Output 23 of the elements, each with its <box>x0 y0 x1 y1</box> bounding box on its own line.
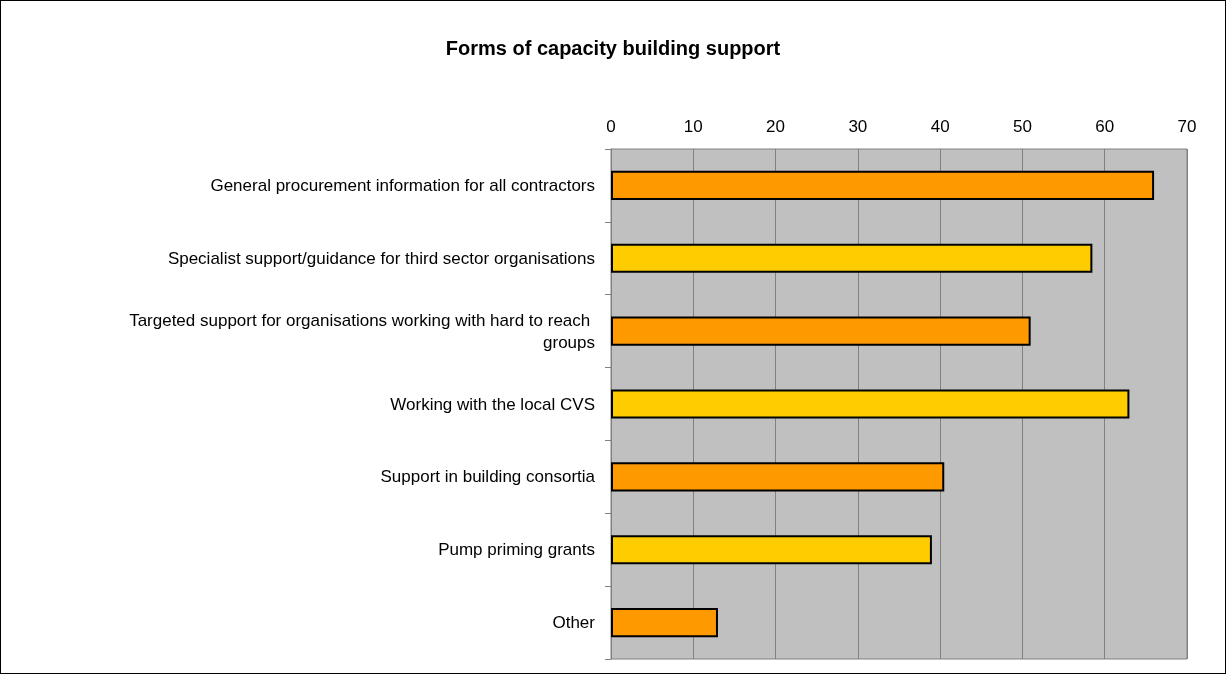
bar <box>611 243 1093 273</box>
bar <box>611 316 1031 346</box>
x-tick-label: 40 <box>930 117 950 136</box>
x-tick-label: 70 <box>1177 117 1197 136</box>
y-tick-label: Working with the local CVS <box>390 394 595 414</box>
y-tick-label: Pump priming grants <box>438 540 595 560</box>
bar <box>611 389 1130 419</box>
bar <box>611 535 932 565</box>
y-tick-label: General procurement information for all contractors <box>210 175 595 195</box>
bar <box>611 608 718 638</box>
chart-title: Forms of capacity building support <box>445 37 781 59</box>
y-tick-label: Specialist support/guidance for third sector organisations <box>167 248 595 268</box>
x-tick-label: 50 <box>1012 117 1032 136</box>
x-tick-label: 10 <box>683 117 703 136</box>
bar <box>611 462 945 492</box>
x-tick-label: 30 <box>848 117 868 136</box>
x-tick-label: 0 <box>606 117 616 136</box>
y-tick-label: Support in building consortia <box>380 467 596 487</box>
x-tick-label: 60 <box>1095 117 1115 136</box>
x-tick-label: 20 <box>766 117 786 136</box>
y-tick-label: Other <box>552 613 596 633</box>
y-tick-label: Targeted support for organisations working with hard to reach groups <box>129 310 595 352</box>
bar <box>611 170 1155 200</box>
